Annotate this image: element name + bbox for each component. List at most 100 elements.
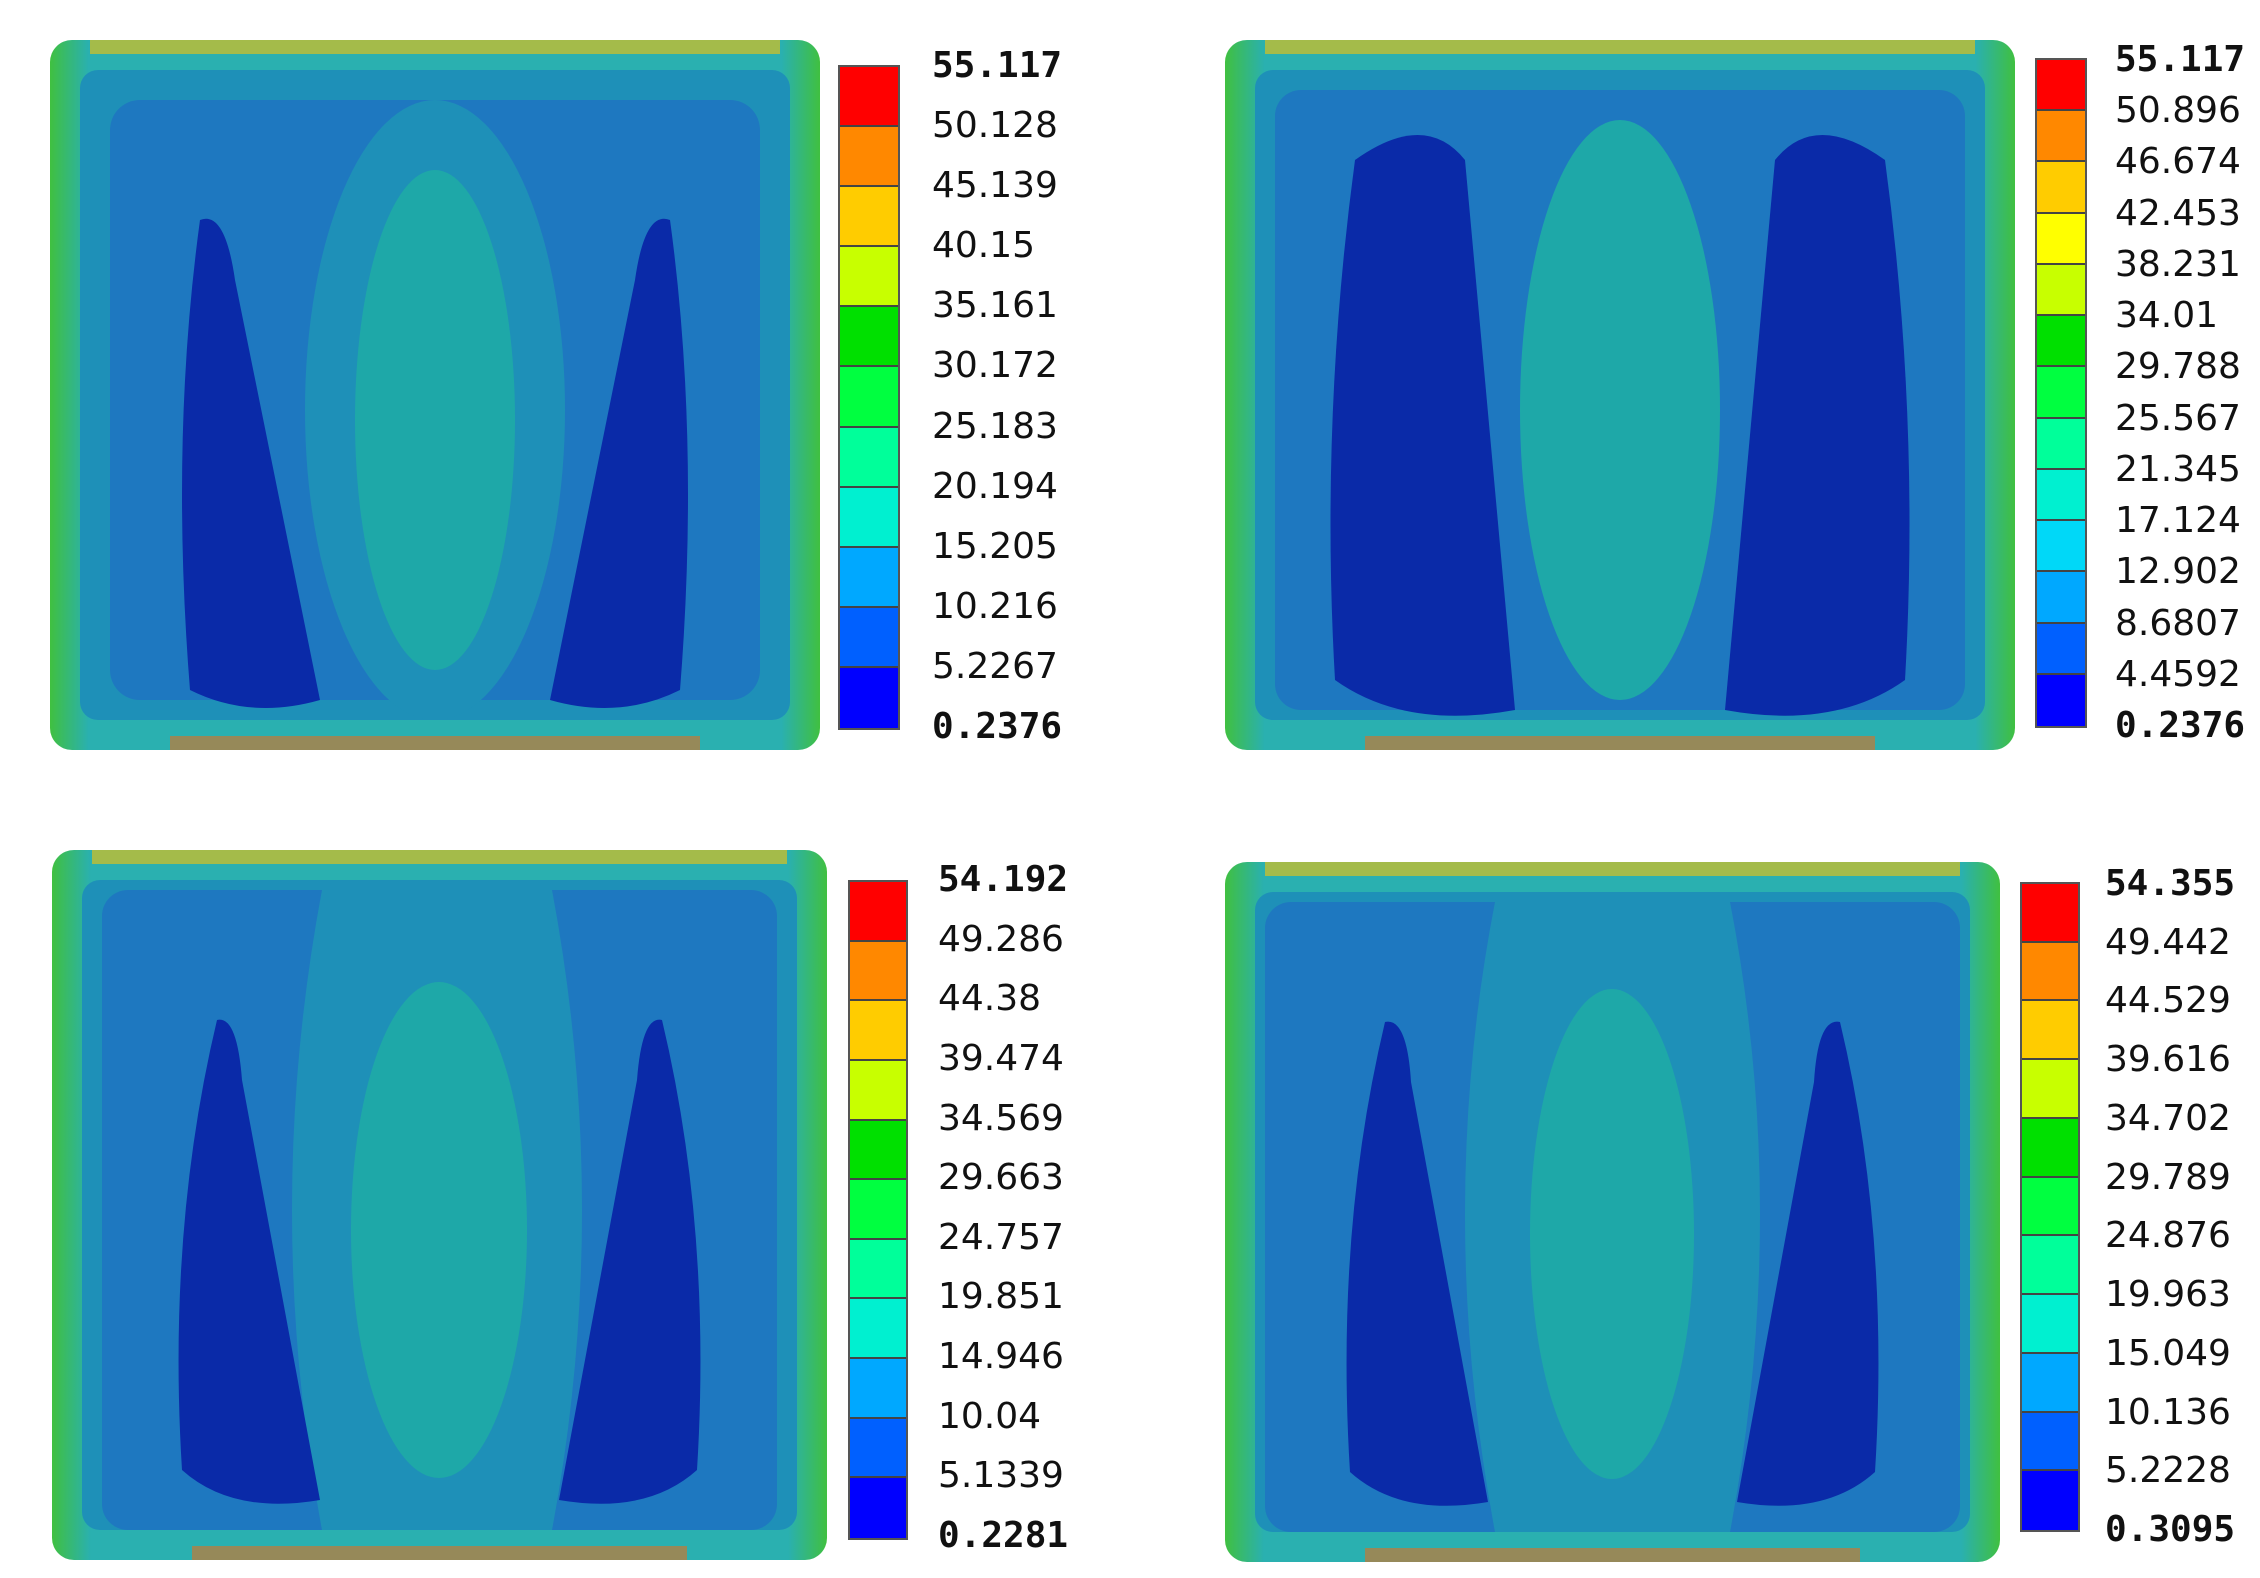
legend-swatch [850, 941, 906, 1002]
contour-plot [1225, 40, 2015, 750]
center-lobe [1520, 120, 1720, 700]
left-dark-lobe [182, 218, 320, 708]
legend-label: 10.136 [2105, 1391, 2231, 1433]
legend-label: 29.788 [2115, 346, 2241, 388]
legend-label: 24.876 [2105, 1215, 2231, 1257]
legend-swatch [840, 367, 898, 428]
legend-label: 50.896 [2115, 90, 2241, 132]
legend-swatch [2022, 1118, 2078, 1178]
legend-swatch [2037, 469, 2085, 522]
legend-swatch [2022, 1412, 2078, 1472]
legend-swatch [2037, 111, 2085, 163]
left-dark-lobe [1346, 1021, 1488, 1506]
legend-label: 55.117 [932, 45, 1063, 86]
legend-label: 0.2376 [932, 706, 1063, 747]
legend-swatch [840, 547, 898, 608]
legend-label: 44.38 [938, 978, 1042, 1020]
legend-label: 49.442 [2105, 921, 2231, 963]
legend-label: 0.3095 [2105, 1509, 2236, 1550]
color-legend-bar [838, 65, 900, 730]
legend-swatch [2022, 1353, 2078, 1413]
legend-swatch [2037, 572, 2085, 624]
legend-label: 29.663 [938, 1157, 1064, 1199]
left-dark-lobe [178, 1019, 320, 1504]
legend-label: 10.04 [938, 1395, 1042, 1437]
legend-label: 46.674 [2115, 141, 2241, 183]
legend-label: 19.851 [938, 1276, 1064, 1318]
legend-label: 34.702 [2105, 1097, 2231, 1139]
legend-label: 55.117 [2115, 39, 2246, 80]
legend-label: 5.2267 [932, 645, 1058, 687]
legend-swatch [2037, 521, 2085, 573]
legend-swatch [840, 667, 898, 728]
legend-swatch [850, 882, 906, 942]
center-lobe-inner [355, 170, 515, 670]
top-edge-band [92, 850, 787, 864]
legend-swatch [2037, 418, 2085, 470]
legend-swatch [840, 127, 898, 188]
legend-label: 10.216 [932, 585, 1058, 627]
legend-label: 34.01 [2115, 295, 2219, 337]
color-legend-bar [848, 880, 908, 1540]
bottom-edge-band [170, 736, 700, 750]
legend-label: 0.2281 [938, 1515, 1069, 1556]
legend-label: 25.183 [932, 405, 1058, 447]
legend-swatch [850, 1001, 906, 1061]
legend-label: 5.1339 [938, 1455, 1064, 1497]
right-dark-lobe [1737, 1021, 1879, 1506]
legend-label: 20.194 [932, 465, 1058, 507]
legend-label: 45.139 [932, 165, 1058, 207]
legend-swatch [850, 1180, 906, 1240]
legend-swatch [840, 67, 898, 128]
right-dark-lobe [550, 218, 688, 708]
legend-label: 34.569 [938, 1097, 1064, 1139]
legend-label: 29.789 [2105, 1156, 2231, 1198]
center-lobe [1530, 989, 1694, 1479]
legend-label: 24.757 [938, 1216, 1064, 1258]
top-edge-band [1265, 40, 1975, 54]
legend-swatch [2037, 316, 2085, 368]
legend-label: 39.474 [938, 1037, 1064, 1079]
legend-label: 42.453 [2115, 192, 2241, 234]
legend-swatch [2022, 942, 2078, 1002]
legend-swatch [2022, 1060, 2078, 1119]
legend-label: 21.345 [2115, 448, 2241, 490]
legend-label: 19.963 [2105, 1274, 2231, 1316]
legend-label: 30.172 [932, 345, 1058, 387]
legend-swatch [840, 607, 898, 668]
right-dark-lobe [559, 1019, 701, 1504]
legend-swatch [850, 1239, 906, 1300]
legend-swatch [850, 1299, 906, 1360]
legend-label: 49.286 [938, 918, 1064, 960]
legend-swatch [850, 1478, 906, 1538]
legend-swatch [2022, 1001, 2078, 1061]
legend-swatch [2037, 213, 2085, 265]
color-legend-bar [2035, 58, 2087, 728]
legend-label: 12.902 [2115, 551, 2241, 593]
legend-label: 35.161 [932, 285, 1058, 327]
bottom-edge-band [1365, 736, 1875, 750]
legend-swatch [840, 247, 898, 308]
legend-swatch [2037, 264, 2085, 317]
legend-swatch [2037, 674, 2085, 726]
legend-swatch [2022, 1177, 2078, 1237]
legend-swatch [2022, 1471, 2078, 1530]
legend-swatch [2022, 1295, 2078, 1354]
left-dark-lobe [1330, 135, 1515, 716]
right-dark-lobe [1725, 135, 1910, 716]
top-edge-band [1265, 862, 1960, 876]
legend-swatch [2037, 60, 2085, 112]
legend-label: 4.4592 [2115, 653, 2241, 695]
contour-plot [1225, 862, 2000, 1562]
legend-label: 5.2228 [2105, 1450, 2231, 1492]
legend-swatch [850, 1418, 906, 1479]
legend-swatch [850, 1060, 906, 1121]
legend-label: 40.15 [932, 225, 1036, 267]
legend-label: 15.049 [2105, 1332, 2231, 1374]
legend-swatch [850, 1359, 906, 1419]
legend-swatch [850, 1120, 906, 1181]
legend-swatch [2037, 367, 2085, 419]
legend-swatch [2022, 884, 2078, 943]
legend-label: 15.205 [932, 525, 1058, 567]
contour-plot [50, 40, 820, 750]
